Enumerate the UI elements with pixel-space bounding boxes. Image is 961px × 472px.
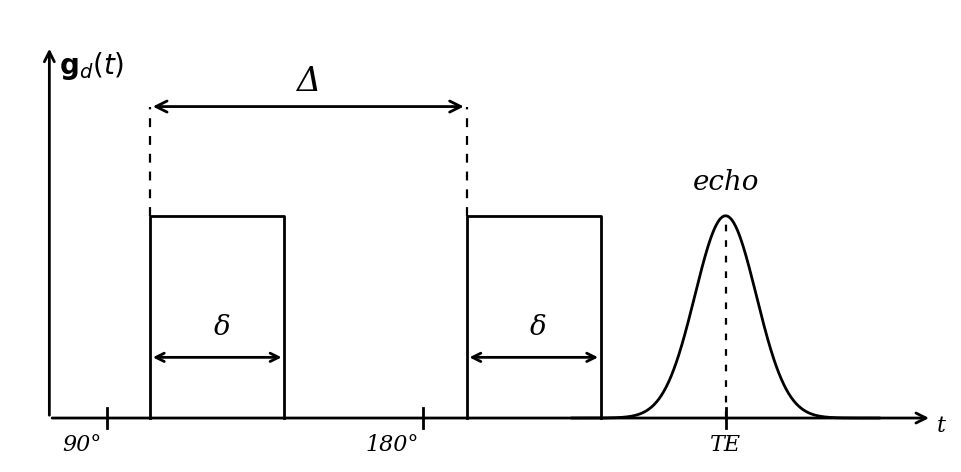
Text: echo: echo <box>692 169 758 195</box>
Text: Δ: Δ <box>296 67 320 99</box>
Text: $\mathbf{g}_{d}(t)$: $\mathbf{g}_{d}(t)$ <box>59 50 124 82</box>
Text: δ: δ <box>213 314 230 341</box>
Text: t: t <box>936 415 945 437</box>
Text: 90°: 90° <box>62 434 102 456</box>
Text: 180°: 180° <box>365 434 418 456</box>
Text: δ: δ <box>530 314 547 341</box>
Text: TE: TE <box>709 434 740 456</box>
